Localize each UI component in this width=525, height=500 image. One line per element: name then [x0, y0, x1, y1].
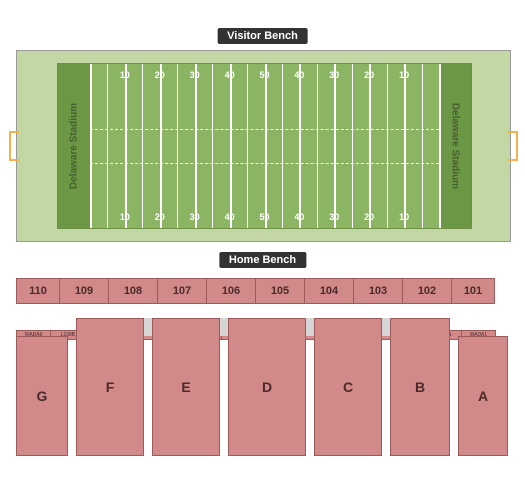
yard-number: 30 — [329, 70, 339, 80]
field-outer: Delaware Stadium Delaware Stadium 10 10 20… — [16, 50, 511, 242]
yard-number: 30 — [190, 70, 200, 80]
ada-row: WADA9L109BL109AWADA8WADA7WADA6WADA5L105W… — [16, 304, 509, 314]
lower-section-G[interactable]: G — [16, 336, 68, 456]
goalpost-right — [510, 131, 518, 161]
home-bench-label: Home Bench — [219, 252, 306, 268]
yard-number: 20 — [155, 212, 165, 222]
upper-section-105[interactable]: 105 — [255, 278, 305, 304]
yard-number: 10 — [399, 212, 409, 222]
upper-section-108[interactable]: 108 — [108, 278, 158, 304]
lower-section-B[interactable]: B — [390, 318, 450, 456]
endzone-right: Delaware Stadium — [439, 64, 471, 228]
lower-section-E[interactable]: E — [152, 318, 220, 456]
yard-number: 20 — [364, 70, 374, 80]
upper-section-103[interactable]: 103 — [353, 278, 403, 304]
lower-section-A[interactable]: A — [458, 336, 508, 456]
yard-number: 10 — [399, 70, 409, 80]
upper-section-110[interactable]: 110 — [16, 278, 60, 304]
yard-number: 50 — [259, 70, 269, 80]
yardlines: 10 10 20 20 30 30 40 40 50 50 40 40 30 30 20 20 10 10 — [90, 64, 439, 228]
visitor-bench-label: Visitor Bench — [217, 28, 308, 44]
upper-sections-row: 110109108107106105104103102101 — [16, 278, 509, 304]
yard-number: 40 — [225, 70, 235, 80]
yard-number: 10 — [120, 212, 130, 222]
upper-section-104[interactable]: 104 — [304, 278, 354, 304]
endzone-left-text: Delaware Stadium — [69, 103, 80, 189]
yard-number: 10 — [120, 70, 130, 80]
upper-section-107[interactable]: 107 — [157, 278, 207, 304]
upper-section-101[interactable]: 101 — [451, 278, 495, 304]
endzone-left: Delaware Stadium — [58, 64, 90, 228]
lower-section-F[interactable]: F — [76, 318, 144, 456]
lower-section-D[interactable]: D — [228, 318, 306, 456]
football-field: Delaware Stadium Delaware Stadium 10 10 20… — [57, 63, 472, 229]
yard-number: 20 — [364, 212, 374, 222]
upper-section-109[interactable]: 109 — [59, 278, 109, 304]
yard-number: 50 — [259, 212, 269, 222]
yard-number: 20 — [155, 70, 165, 80]
yard-number: 30 — [329, 212, 339, 222]
upper-section-106[interactable]: 106 — [206, 278, 256, 304]
lower-sections-area: GFEDCBA — [16, 318, 509, 458]
endzone-right-text: Delaware Stadium — [450, 103, 461, 189]
seating-chart: 110109108107106105104103102101 WADA9L109… — [16, 278, 509, 468]
lower-section-C[interactable]: C — [314, 318, 382, 456]
yard-number: 40 — [225, 212, 235, 222]
upper-section-102[interactable]: 102 — [402, 278, 452, 304]
yard-number: 30 — [190, 212, 200, 222]
yard-number: 40 — [294, 212, 304, 222]
yard-number: 40 — [294, 70, 304, 80]
goalpost-left — [9, 131, 17, 161]
